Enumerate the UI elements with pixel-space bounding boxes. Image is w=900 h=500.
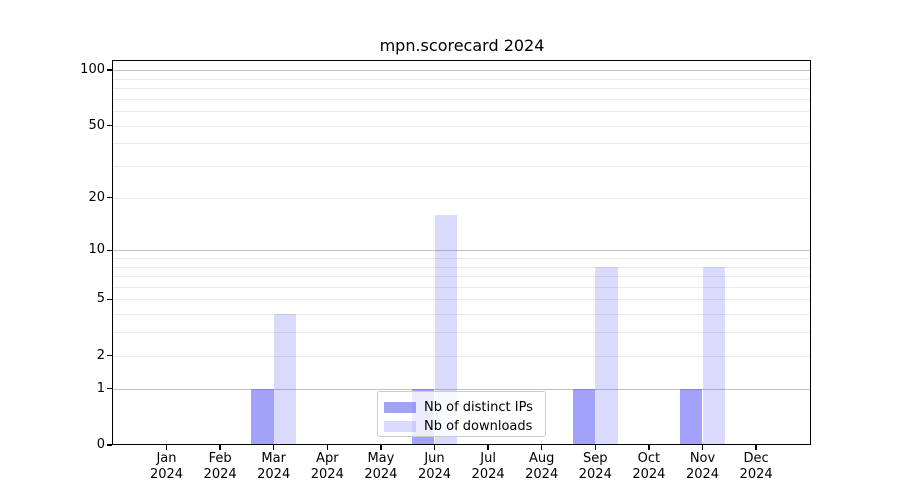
y-tick-label-0: 0 [96, 437, 105, 452]
gridline-minor-20 [113, 197, 810, 199]
bar-downloads-mar [273, 314, 297, 445]
x-tick-mark-jun [433, 445, 436, 450]
gridline-minor-80 [113, 87, 810, 89]
y-tick-label-20: 20 [88, 189, 105, 205]
bar-distinct-ips-sep [572, 388, 596, 445]
y-tick-mark-5 [107, 298, 112, 301]
y-tick-mark-50 [107, 124, 112, 127]
x-tick-mark-nov [701, 445, 704, 450]
x-tick-mark-apr [326, 445, 328, 450]
y-tick-label-10: 10 [88, 242, 105, 258]
y-tick-mark-2 [107, 355, 112, 357]
gridline-minor-4 [113, 314, 810, 316]
y-tick-mark-100 [107, 69, 112, 71]
gridline-major-1 [113, 388, 810, 390]
y-tick-mark-10 [107, 249, 112, 251]
chart-title: mpn.scorecard 2024 [379, 36, 545, 55]
legend-swatch-distinct-ips [384, 401, 416, 413]
x-tick-mark-mar [273, 445, 275, 450]
y-tick-label-50: 50 [88, 117, 105, 133]
gridline-minor-6 [113, 286, 810, 288]
legend: Nb of distinct IPs Nb of downloads [377, 391, 546, 437]
x-tick-mark-may [380, 445, 382, 450]
y-tick-mark-0 [107, 444, 112, 446]
x-tick-label-mar: Mar 2024 [257, 451, 291, 482]
y-tick-mark-20 [107, 196, 112, 199]
gridline-minor-7 [113, 276, 810, 277]
y-tick-mark-1 [107, 388, 112, 390]
gridline-minor-70 [113, 98, 810, 100]
x-tick-label-jan: Jan 2024 [149, 451, 184, 482]
gridline-minor-5 [113, 299, 810, 301]
x-tick-label-aug: Aug 2024 [525, 451, 559, 482]
gridline-minor-3 [113, 332, 810, 334]
legend-label-downloads: Nb of downloads [424, 418, 533, 434]
x-tick-mark-dec [755, 445, 757, 450]
legend-label-distinct-ips: Nb of distinct IPs [424, 399, 533, 415]
legend-item-downloads: Nb of downloads [384, 418, 545, 434]
x-tick-mark-aug [541, 445, 543, 450]
bar-distinct-ips-mar [251, 388, 274, 445]
x-tick-label-apr: Apr 2024 [310, 451, 344, 482]
gridline-minor-2 [113, 355, 810, 357]
x-tick-mark-jul [487, 445, 489, 450]
y-tick-label-5: 5 [96, 291, 105, 307]
x-tick-label-oct: Oct 2024 [632, 451, 666, 482]
gridline-major-100 [113, 70, 810, 71]
x-tick-label-nov: Nov 2024 [685, 451, 720, 482]
bar-downloads-jun [434, 214, 458, 445]
gridline-minor-90 [113, 78, 810, 80]
gridline-minor-40 [113, 143, 810, 145]
x-tick-label-dec: Dec 2024 [739, 451, 773, 482]
x-tick-mark-oct [648, 445, 650, 450]
x-tick-label-jun: Jun 2024 [417, 451, 452, 482]
bar-downloads-sep [595, 266, 618, 445]
gridline-minor-60 [113, 111, 810, 112]
legend-swatch-downloads [384, 420, 416, 432]
x-tick-label-jul: Jul 2024 [471, 451, 505, 482]
x-tick-label-sep: Sep 2024 [578, 451, 612, 482]
gridline-minor-30 [113, 166, 810, 167]
bar-distinct-ips-nov [679, 388, 703, 445]
gridline-minor-8 [113, 266, 810, 268]
gridline-major-10 [113, 250, 810, 252]
y-tick-label-100: 100 [80, 62, 105, 77]
bar-downloads-nov [702, 266, 726, 445]
x-tick-mark-jan [165, 445, 168, 450]
x-tick-label-may: May 2024 [364, 451, 398, 482]
x-tick-label-feb: Feb 2024 [203, 451, 237, 482]
gridline-minor-9 [113, 257, 810, 259]
legend-item-distinct-ips: Nb of distinct IPs [384, 399, 545, 415]
gridline-minor-50 [113, 125, 810, 127]
y-tick-label-1: 1 [96, 380, 105, 396]
y-tick-label-2: 2 [96, 347, 105, 363]
x-tick-mark-sep [594, 445, 596, 450]
x-tick-mark-feb [219, 445, 221, 450]
